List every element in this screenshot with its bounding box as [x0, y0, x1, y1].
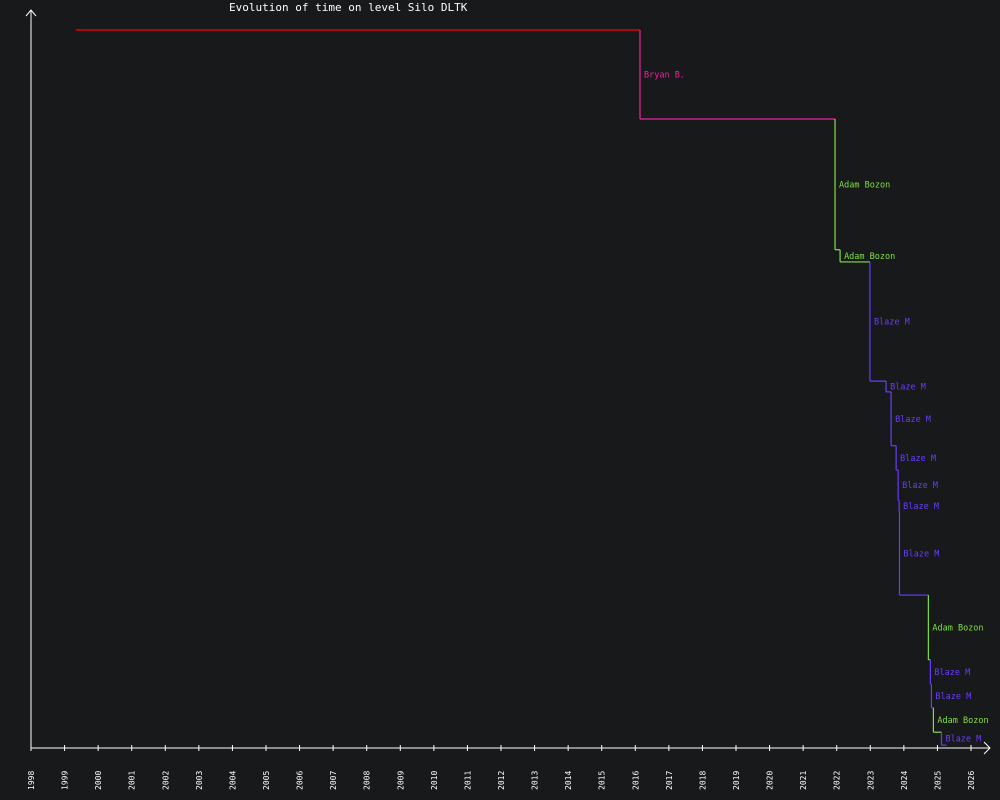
record-holder-label: Adam Bozon — [932, 623, 983, 633]
x-tick-label: 2007 — [329, 771, 338, 790]
chart-title: Evolution of time on level Silo DLTK — [229, 1, 468, 14]
x-tick-label: 2001 — [128, 771, 137, 790]
x-tick-label: 2010 — [430, 771, 439, 790]
x-tick-label: 2008 — [363, 771, 372, 790]
x-tick-label: 2019 — [732, 771, 741, 790]
x-tick-label: 2023 — [866, 771, 875, 790]
record-holder-label: Blaze M — [935, 692, 971, 702]
y-axis-arrow-icon — [25, 9, 37, 17]
record-holder-label: Blaze M — [903, 502, 939, 512]
x-tick-label: 2026 — [967, 771, 976, 790]
x-tick-label: 2009 — [396, 771, 405, 790]
x-tick-label: 2022 — [833, 771, 842, 790]
record-holder-label: Blaze M — [900, 454, 936, 464]
record-holder-label: Blaze M — [934, 668, 970, 678]
record-holder-label: Bryan B. — [644, 71, 685, 81]
x-axis-arrow-icon — [983, 741, 991, 755]
x-tick-label: 2013 — [531, 771, 540, 790]
record-holder-label: Adam Bozon — [844, 252, 895, 262]
record-holder-label: Blaze M — [903, 549, 939, 559]
x-tick-label: 2011 — [463, 771, 472, 790]
x-tick-label: 1998 — [27, 771, 36, 790]
record-holder-label: Adam Bozon — [937, 716, 988, 726]
x-tick-label: 2020 — [766, 771, 775, 790]
record-holder-label: Blaze M — [895, 415, 931, 425]
x-tick-label: 2006 — [296, 771, 305, 790]
record-holder-label: Blaze M — [874, 318, 910, 328]
x-tick-label: 2003 — [195, 771, 204, 790]
record-holder-label: Blaze M — [890, 382, 926, 392]
x-tick-label: 2015 — [598, 771, 607, 790]
x-tick-label: 2025 — [933, 771, 942, 790]
x-tick-label: 2021 — [799, 771, 808, 790]
x-tick-label: 2017 — [665, 771, 674, 790]
record-holder-label: Blaze M — [945, 735, 981, 745]
x-tick-label: 2016 — [631, 771, 640, 790]
record-holder-label: Blaze M — [902, 481, 938, 491]
record-holder-label: Adam Bozon — [839, 180, 890, 190]
x-tick-label: 2000 — [94, 771, 103, 790]
x-tick-label: 2024 — [900, 771, 909, 790]
x-tick-label: 2002 — [161, 771, 170, 790]
x-tick-label: 1999 — [61, 771, 70, 790]
x-tick-label: 2004 — [228, 771, 237, 790]
x-tick-label: 2018 — [698, 771, 707, 790]
x-tick-label: 2005 — [262, 771, 271, 790]
x-tick-label: 2014 — [564, 771, 573, 790]
x-tick-label: 2012 — [497, 771, 506, 790]
